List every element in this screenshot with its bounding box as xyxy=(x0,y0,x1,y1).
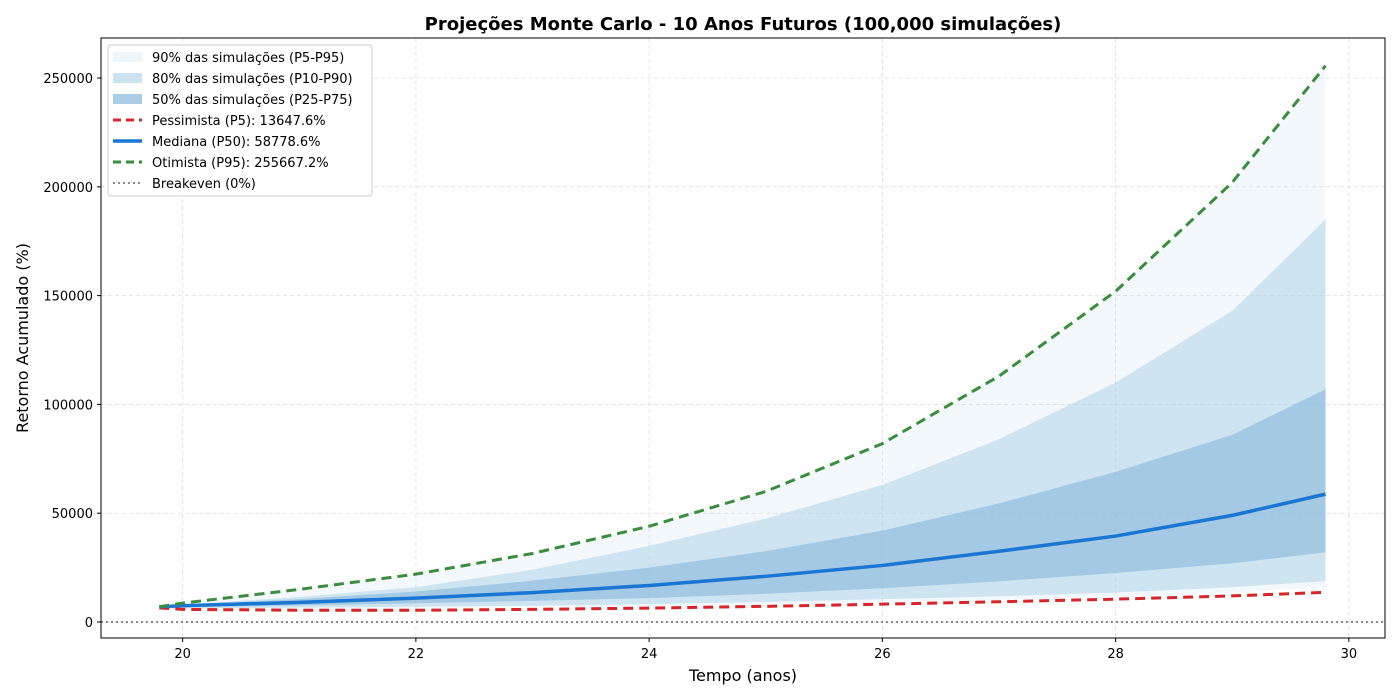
y-tick-label: 0 xyxy=(85,616,93,631)
x-tick-label: 22 xyxy=(408,647,425,662)
legend-label: Pessimista (P5): 13647.6% xyxy=(152,114,326,129)
x-tick-label: 26 xyxy=(874,647,891,662)
x-tick-label: 24 xyxy=(641,647,658,662)
legend-swatch xyxy=(113,73,142,83)
x-axis-label: Tempo (anos) xyxy=(688,666,797,685)
y-tick-label: 250000 xyxy=(43,72,93,87)
y-tick-label: 100000 xyxy=(43,398,93,413)
band-p25-p75 xyxy=(159,389,1326,608)
legend-label: 90% das simulações (P5-P95) xyxy=(152,51,344,66)
series-lines xyxy=(101,64,1385,623)
legend-box xyxy=(107,44,373,197)
y-tick-label: 150000 xyxy=(43,290,93,305)
y-tick-label: 200000 xyxy=(43,181,93,196)
y-axis-label: Retorno Acumulado (%) xyxy=(13,243,32,433)
legend-label: 50% das simulações (P25-P75) xyxy=(152,93,353,108)
y-axis-ticks: 0 50000 100000 150000 200000 250000 xyxy=(43,72,101,631)
bands xyxy=(159,67,1326,609)
line-otimista xyxy=(159,64,1327,609)
x-tick-label: 30 xyxy=(1341,647,1358,662)
legend-swatch xyxy=(113,52,142,62)
legend-swatch xyxy=(113,94,142,104)
y-tick-label: 50000 xyxy=(52,507,93,522)
x-tick-label: 28 xyxy=(1107,647,1124,662)
line-pessimista xyxy=(159,590,1326,612)
plot-frame xyxy=(100,37,1386,639)
line-mediana xyxy=(159,492,1326,609)
legend-label: 80% das simulações (P10-P90) xyxy=(152,72,353,87)
chart-title: Projeções Monte Carlo - 10 Anos Futuros … xyxy=(425,14,1062,35)
x-tick-label: 20 xyxy=(174,647,191,662)
legend-label: Breakeven (0%) xyxy=(152,177,256,192)
legend-label: Mediana (P50): 58778.6% xyxy=(152,135,321,150)
legend-label: Otimista (P95): 255667.2% xyxy=(152,156,329,171)
legend: 90% das simulações (P5-P95) 80% das simul… xyxy=(107,44,373,197)
x-axis-ticks: 20 22 24 26 28 30 xyxy=(174,638,1357,662)
